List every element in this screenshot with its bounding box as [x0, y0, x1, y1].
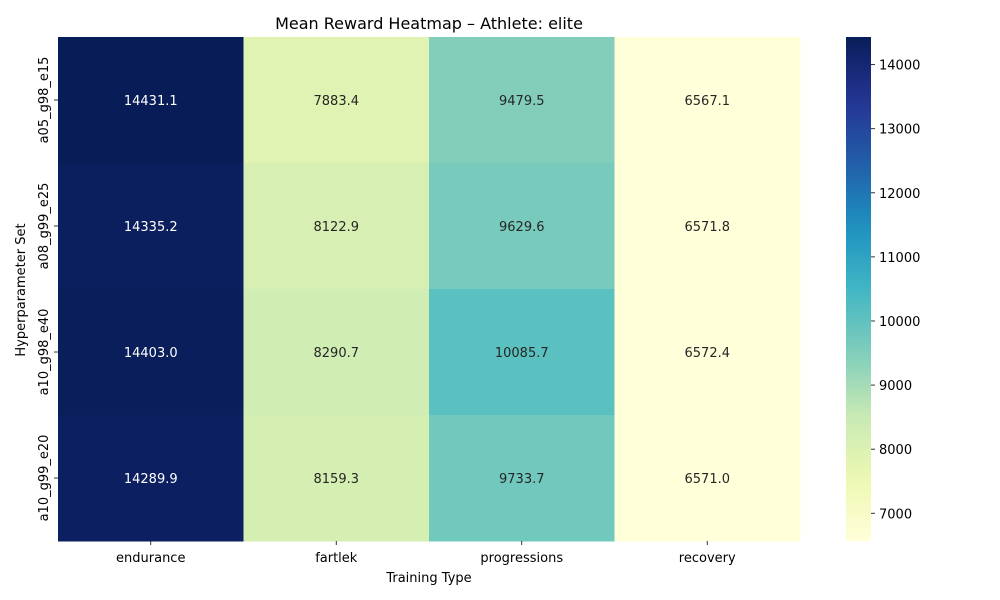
cell-value-label: 6571.0: [685, 472, 731, 487]
heatmap-cell: [243, 415, 430, 542]
y-tick-label: a10_g99_e20: [37, 435, 52, 522]
x-tick-label: progressions: [480, 551, 563, 566]
colorbar-tick-label: 13000: [879, 123, 920, 138]
heatmap-cell: [243, 163, 430, 290]
cell-value-label: 8290.7: [314, 346, 360, 361]
heatmap-cell: [614, 415, 801, 542]
cell-value-label: 9629.6: [499, 220, 545, 235]
y-tick-label: a05_g98_e15: [37, 57, 52, 144]
cell-value-label: 14431.1: [124, 94, 178, 109]
cell-value-label: 6571.8: [685, 220, 731, 235]
y-axis-label: Hyperparameter Set: [14, 223, 29, 356]
cell-value-label: 8122.9: [314, 220, 360, 235]
y-tick-label: a10_g98_e40: [37, 309, 52, 396]
colorbar: [846, 37, 871, 541]
y-axis-ticks: a05_g98_e15 a08_g99_e25 a10_g98_e40 a10_g99…: [37, 57, 58, 522]
y-tick-label: a08_g99_e25: [37, 183, 52, 270]
colorbar-tick-label: 11000: [879, 251, 920, 266]
heatmap-cell: [614, 289, 801, 416]
colorbar-tick-label: 9000: [879, 379, 912, 394]
heatmap-cell: [243, 289, 430, 416]
x-tick-label: fartlek: [315, 551, 358, 566]
heatmap-cell: [614, 37, 801, 164]
heatmap-cell: [429, 415, 615, 542]
x-axis-ticks: endurance fartlek progressions recovery: [116, 541, 736, 566]
colorbar-tick-label: 7000: [879, 507, 912, 522]
cell-value-label: 6567.1: [685, 94, 731, 109]
heatmap-cell: [58, 289, 244, 416]
cell-value-label: 14403.0: [124, 346, 178, 361]
colorbar-tick-label: 14000: [879, 59, 920, 74]
chart-title: Mean Reward Heatmap – Athlete: elite: [275, 14, 583, 33]
heatmap-cell: [58, 37, 244, 164]
heatmap-cell: [429, 289, 615, 416]
colorbar-tick-label: 8000: [879, 443, 912, 458]
colorbar-tick-label: 10000: [879, 315, 920, 330]
heatmap-cell: [58, 163, 244, 290]
cell-value-label: 10085.7: [495, 346, 549, 361]
x-tick-label: recovery: [679, 551, 736, 566]
cell-value-label: 14289.9: [124, 472, 178, 487]
x-axis-label: Training Type: [385, 571, 471, 586]
heatmap-cell: [429, 37, 615, 164]
x-tick-label: endurance: [116, 551, 185, 566]
heatmap-cells: 14431.1 7883.4 9479.5 6567.1 14335.2 8122.9 96…: [58, 37, 801, 542]
cell-value-label: 9479.5: [499, 94, 545, 109]
cell-value-label: 7883.4: [314, 94, 360, 109]
heatmap-cell: [58, 415, 244, 542]
cell-value-label: 9733.7: [499, 472, 545, 487]
cell-value-label: 14335.2: [124, 220, 178, 235]
cell-value-label: 8159.3: [314, 472, 360, 487]
heatmap-cell: [614, 163, 801, 290]
heatmap-cell: [429, 163, 615, 290]
heatmap-cell: [243, 37, 430, 164]
colorbar-ticks: 7000 8000 9000 10000 11000 12000 13000 14000: [871, 59, 920, 522]
cell-value-label: 6572.4: [685, 346, 731, 361]
colorbar-tick-label: 12000: [879, 187, 920, 202]
